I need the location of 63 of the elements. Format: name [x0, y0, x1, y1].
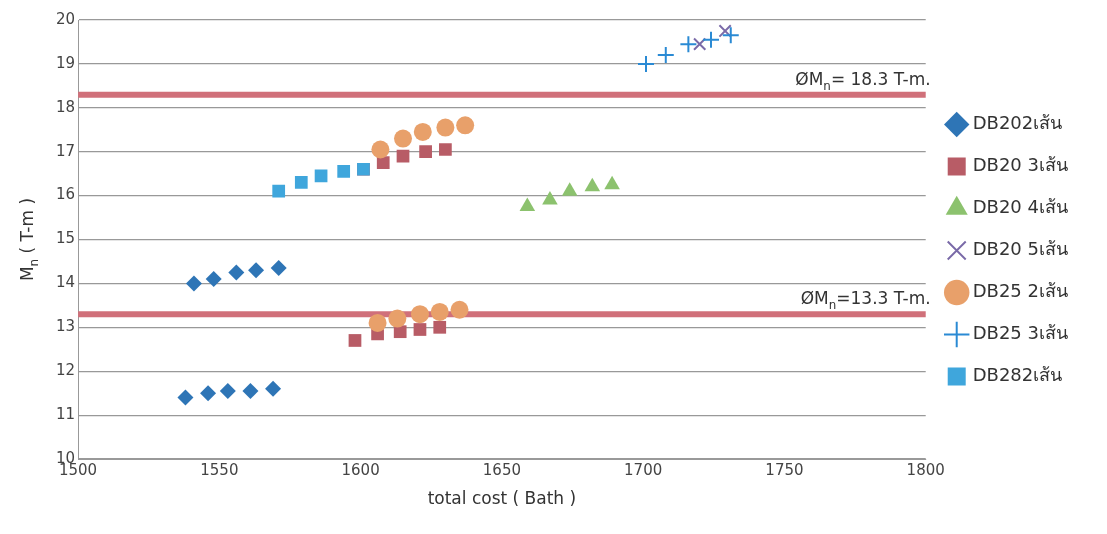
- point: [348, 334, 362, 347]
- legend-label: DB20 5เส้น: [972, 238, 1069, 260]
- x-tick-label: 1550: [200, 460, 239, 479]
- point: [219, 382, 236, 399]
- y-tick-label: 17: [55, 141, 76, 160]
- point: [228, 264, 245, 281]
- x-tick-label: 1650: [482, 460, 521, 479]
- point: [450, 300, 469, 319]
- point: [248, 262, 265, 279]
- point: [693, 37, 707, 51]
- point: [637, 54, 655, 73]
- point: [265, 380, 282, 397]
- point: [721, 26, 740, 45]
- y-tick-label: 18: [55, 97, 76, 116]
- point: [413, 323, 427, 336]
- x-tick-label: 1600: [341, 460, 380, 479]
- x-tick-label: 1700: [624, 460, 663, 479]
- point: [456, 116, 475, 135]
- point: [436, 118, 455, 137]
- y-tick-label: 11: [55, 404, 76, 423]
- y-tick-label: 19: [55, 53, 76, 72]
- y-tick-label: 15: [55, 229, 76, 248]
- point: [270, 260, 287, 277]
- point: [393, 325, 407, 339]
- point: [701, 30, 720, 49]
- y-tick-label: 16: [55, 185, 76, 204]
- legend-label: DB20 3เส้น: [972, 154, 1069, 176]
- point: [242, 382, 259, 399]
- point: [679, 35, 698, 54]
- point: [368, 313, 387, 332]
- point: [376, 156, 390, 170]
- y-axis-title: Mn ( T-m ): [17, 197, 42, 282]
- point: [200, 385, 217, 402]
- point: [439, 143, 452, 156]
- point: [413, 122, 432, 141]
- point: [430, 302, 449, 321]
- x-tick-label: 1800: [906, 460, 945, 479]
- y-tick-label: 13: [55, 317, 76, 336]
- x-tick-label: 1750: [765, 460, 804, 479]
- point: [394, 129, 413, 148]
- point: [177, 389, 194, 406]
- point: [388, 309, 407, 328]
- legend-label: DB202เส้น: [972, 112, 1063, 134]
- legend-label: DB20 4เส้น: [972, 196, 1069, 218]
- y-tick-label: 12: [55, 361, 76, 380]
- point: [371, 140, 390, 159]
- point: [718, 24, 732, 38]
- point: [656, 46, 675, 65]
- point: [419, 145, 432, 159]
- y-tick-label: 14: [55, 273, 76, 292]
- point: [294, 176, 308, 189]
- point: [433, 320, 447, 334]
- point: [185, 275, 202, 292]
- point: [314, 169, 328, 183]
- x-axis-title: total cost ( Bath ): [427, 488, 577, 508]
- point: [410, 305, 429, 324]
- legend-label: DB282เส้น: [972, 364, 1063, 386]
- legend-label: DB25 3เส้น: [972, 322, 1069, 344]
- point: [272, 184, 286, 198]
- point: [205, 271, 222, 288]
- legend-label: DB25 2เส้น: [972, 280, 1069, 302]
- point: [337, 165, 351, 178]
- y-tick-label: 20: [55, 9, 76, 28]
